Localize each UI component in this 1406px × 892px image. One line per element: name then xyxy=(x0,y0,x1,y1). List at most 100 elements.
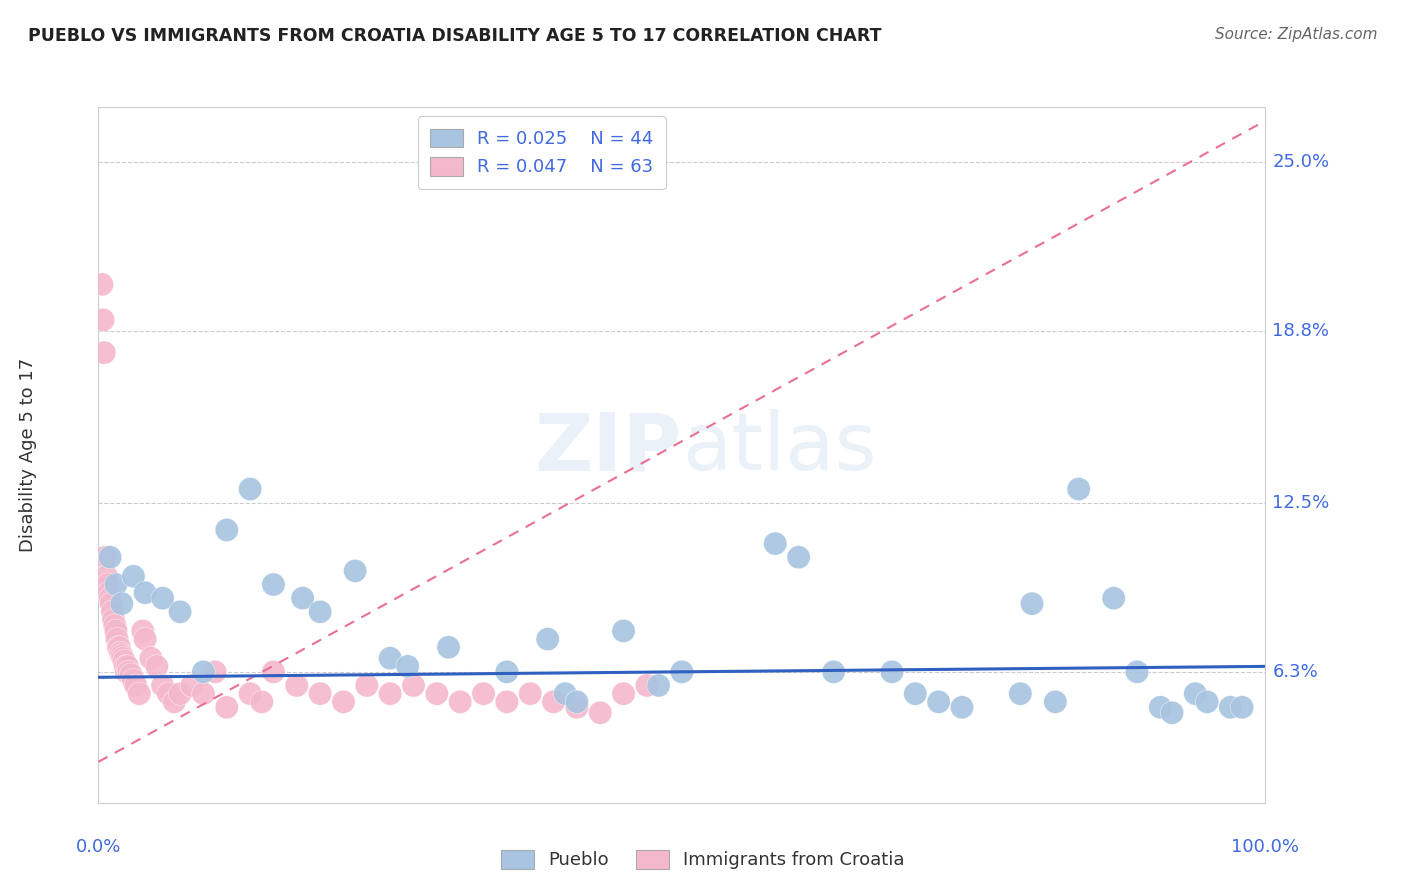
Ellipse shape xyxy=(378,647,402,670)
Ellipse shape xyxy=(94,546,117,569)
Ellipse shape xyxy=(402,673,425,697)
Ellipse shape xyxy=(104,619,128,642)
Ellipse shape xyxy=(541,690,565,714)
Ellipse shape xyxy=(93,341,115,364)
Ellipse shape xyxy=(554,682,576,706)
Ellipse shape xyxy=(128,682,150,706)
Ellipse shape xyxy=(115,660,138,683)
Ellipse shape xyxy=(112,649,136,673)
Ellipse shape xyxy=(108,636,131,659)
Ellipse shape xyxy=(150,673,174,697)
Ellipse shape xyxy=(589,701,612,724)
Ellipse shape xyxy=(131,619,155,642)
Ellipse shape xyxy=(91,309,115,332)
Ellipse shape xyxy=(101,600,124,624)
Ellipse shape xyxy=(495,660,519,683)
Ellipse shape xyxy=(612,619,636,642)
Ellipse shape xyxy=(291,587,315,610)
Text: 18.8%: 18.8% xyxy=(1272,322,1330,340)
Ellipse shape xyxy=(96,573,120,596)
Ellipse shape xyxy=(671,660,693,683)
Ellipse shape xyxy=(787,546,810,569)
Ellipse shape xyxy=(495,690,519,714)
Text: PUEBLO VS IMMIGRANTS FROM CROATIA DISABILITY AGE 5 TO 17 CORRELATION CHART: PUEBLO VS IMMIGRANTS FROM CROATIA DISABI… xyxy=(28,27,882,45)
Ellipse shape xyxy=(250,690,273,714)
Ellipse shape xyxy=(104,573,128,596)
Ellipse shape xyxy=(612,682,636,706)
Ellipse shape xyxy=(122,668,145,691)
Ellipse shape xyxy=(163,690,186,714)
Ellipse shape xyxy=(111,647,135,670)
Ellipse shape xyxy=(647,673,671,697)
Ellipse shape xyxy=(191,682,215,706)
Ellipse shape xyxy=(122,565,145,588)
Text: Source: ZipAtlas.com: Source: ZipAtlas.com xyxy=(1215,27,1378,42)
Ellipse shape xyxy=(880,660,904,683)
Text: ZIP: ZIP xyxy=(534,409,682,487)
Ellipse shape xyxy=(1184,682,1206,706)
Ellipse shape xyxy=(1195,690,1219,714)
Ellipse shape xyxy=(115,655,139,678)
Text: 100.0%: 100.0% xyxy=(1232,838,1299,856)
Ellipse shape xyxy=(396,655,419,678)
Ellipse shape xyxy=(425,682,449,706)
Ellipse shape xyxy=(145,655,169,678)
Ellipse shape xyxy=(204,660,226,683)
Ellipse shape xyxy=(1125,660,1149,683)
Ellipse shape xyxy=(308,682,332,706)
Ellipse shape xyxy=(519,682,541,706)
Ellipse shape xyxy=(169,600,191,624)
Ellipse shape xyxy=(308,600,332,624)
Ellipse shape xyxy=(536,627,560,650)
Ellipse shape xyxy=(332,690,356,714)
Ellipse shape xyxy=(114,655,136,678)
Ellipse shape xyxy=(169,682,191,706)
Ellipse shape xyxy=(239,682,262,706)
Ellipse shape xyxy=(103,614,127,637)
Ellipse shape xyxy=(90,273,114,296)
Ellipse shape xyxy=(449,690,472,714)
Ellipse shape xyxy=(262,573,285,596)
Ellipse shape xyxy=(108,641,132,665)
Ellipse shape xyxy=(239,477,262,500)
Ellipse shape xyxy=(1043,690,1067,714)
Ellipse shape xyxy=(97,581,121,604)
Ellipse shape xyxy=(1102,587,1125,610)
Ellipse shape xyxy=(262,660,285,683)
Text: 0.0%: 0.0% xyxy=(76,838,121,856)
Ellipse shape xyxy=(101,608,125,632)
Text: 6.3%: 6.3% xyxy=(1272,663,1319,681)
Ellipse shape xyxy=(110,592,134,615)
Ellipse shape xyxy=(378,682,402,706)
Ellipse shape xyxy=(823,660,845,683)
Ellipse shape xyxy=(139,647,163,670)
Ellipse shape xyxy=(100,592,122,615)
Ellipse shape xyxy=(110,644,134,667)
Ellipse shape xyxy=(180,673,204,697)
Ellipse shape xyxy=(927,690,950,714)
Ellipse shape xyxy=(950,696,973,719)
Text: Disability Age 5 to 17: Disability Age 5 to 17 xyxy=(20,358,37,552)
Ellipse shape xyxy=(636,673,658,697)
Ellipse shape xyxy=(356,673,378,697)
Ellipse shape xyxy=(1160,701,1184,724)
Text: 12.5%: 12.5% xyxy=(1272,493,1330,512)
Ellipse shape xyxy=(1008,682,1032,706)
Ellipse shape xyxy=(472,682,495,706)
Ellipse shape xyxy=(120,663,143,686)
Ellipse shape xyxy=(134,581,157,604)
Legend: R = 0.025    N = 44, R = 0.047    N = 63: R = 0.025 N = 44, R = 0.047 N = 63 xyxy=(418,116,666,189)
Ellipse shape xyxy=(565,690,589,714)
Ellipse shape xyxy=(134,627,157,650)
Ellipse shape xyxy=(1021,592,1043,615)
Ellipse shape xyxy=(117,660,141,683)
Ellipse shape xyxy=(191,660,215,683)
Ellipse shape xyxy=(98,546,122,569)
Legend: Pueblo, Immigrants from Croatia: Pueblo, Immigrants from Croatia xyxy=(492,841,914,879)
Ellipse shape xyxy=(1219,696,1241,719)
Ellipse shape xyxy=(763,532,787,555)
Ellipse shape xyxy=(1230,696,1254,719)
Ellipse shape xyxy=(904,682,927,706)
Ellipse shape xyxy=(565,696,589,719)
Ellipse shape xyxy=(1149,696,1173,719)
